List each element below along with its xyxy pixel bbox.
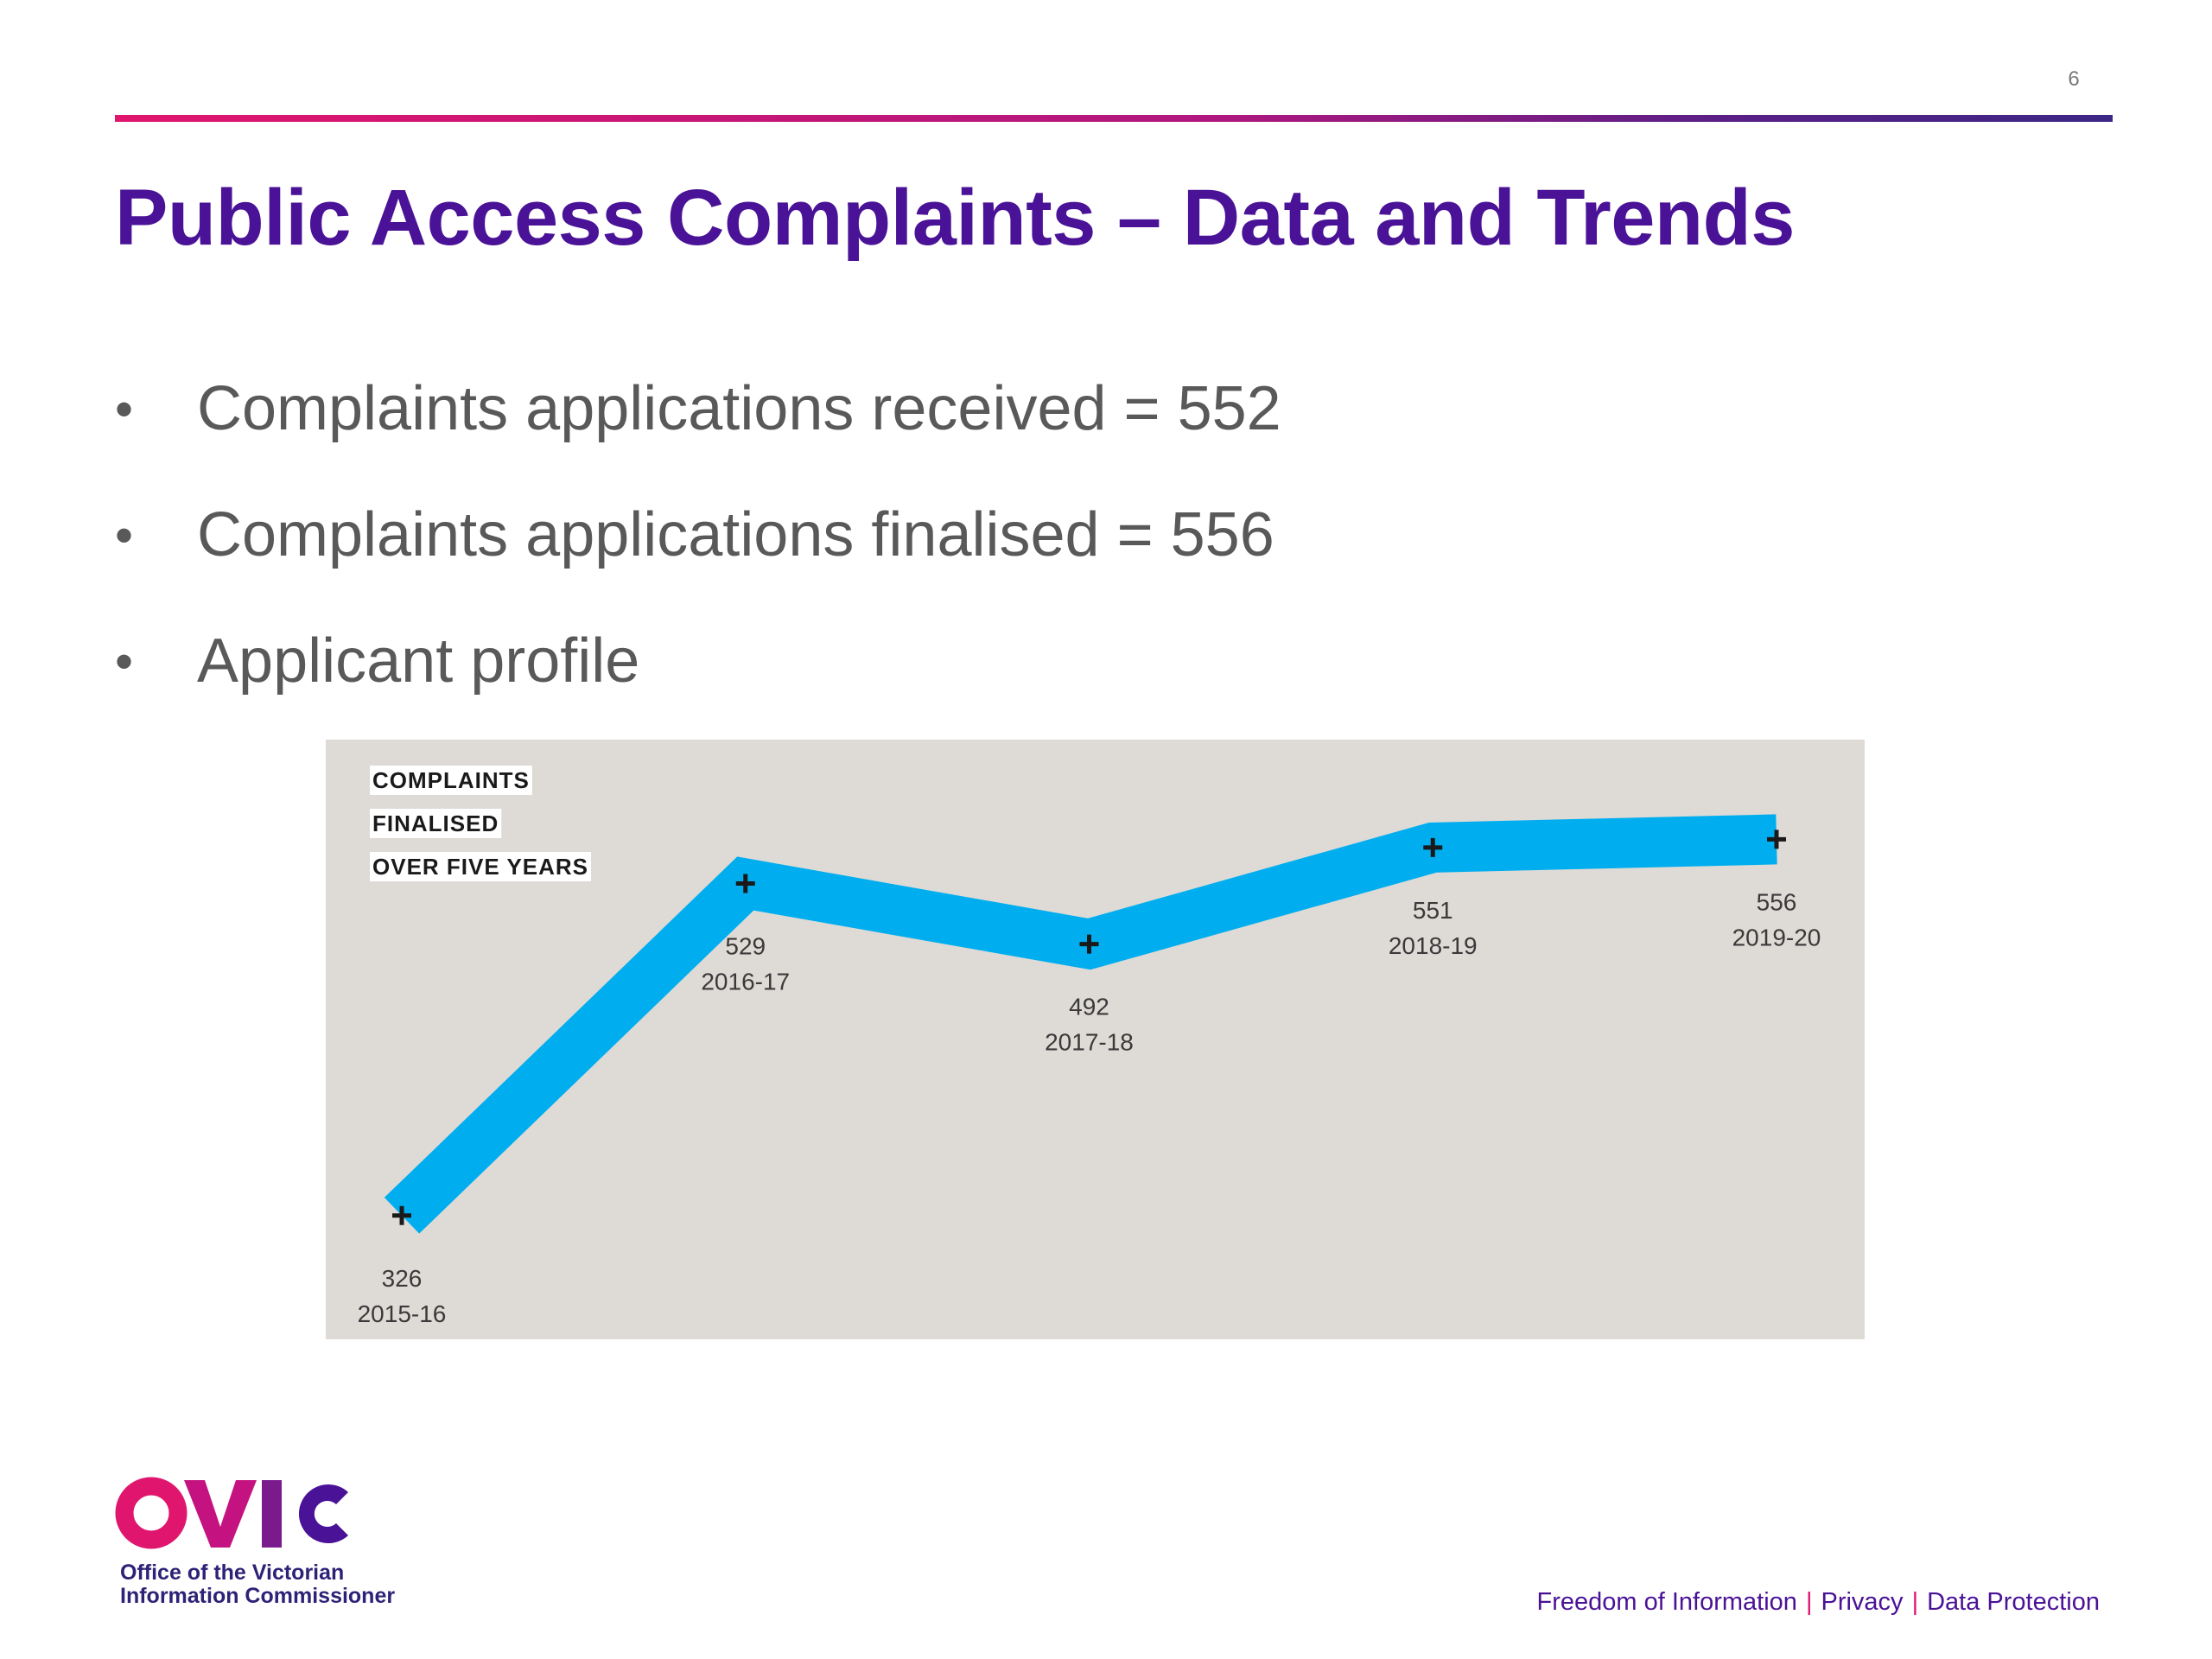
ovic-logo: Office of the Victorian Information Comm… (115, 1473, 426, 1629)
plus-marker-icon (735, 874, 755, 893)
data-label: 326 (382, 1265, 423, 1292)
chart-svg: COMPLAINTS FINALISED OVER FIVE YEARS 326 20… (326, 740, 1865, 1339)
complaints-chart: COMPLAINTS FINALISED OVER FIVE YEARS 326 20… (326, 740, 1865, 1339)
bullet-text-finalised: Complaints applications finalised = 556 (197, 500, 1274, 569)
bullet-text-received: Complaints applications received = 552 (197, 374, 1281, 443)
page-title: Public Access Complaints – Data and Tren… (115, 174, 1795, 262)
chart-title-highlight (370, 809, 502, 838)
header-rule (115, 115, 2113, 122)
data-label: 492 (1069, 994, 1109, 1020)
data-markers (392, 830, 1786, 1225)
data-label: 551 (1413, 897, 1453, 924)
logo-line-2: Information Commissioner (120, 1584, 395, 1608)
footer-separator: | (1805, 1588, 1813, 1616)
chart-title-line: OVER FIVE YEARS (372, 854, 588, 880)
category-label: 2017-18 (1045, 1029, 1134, 1056)
bullet-text-applicant-profile: Applicant profile (197, 626, 640, 696)
chart-title-highlight (370, 852, 592, 881)
plus-marker-icon (1079, 934, 1099, 954)
bullet-list: • Complaints applications received = 552… (115, 346, 1281, 724)
ovic-logo-wordmark (115, 1477, 348, 1549)
bullet-item-received: • Complaints applications received = 552 (115, 346, 1281, 472)
footer-separator: | (1911, 1588, 1919, 1616)
bullet-icon: • (115, 379, 134, 438)
plus-marker-icon (1423, 837, 1443, 857)
category-label: 2018-19 (1389, 932, 1478, 959)
bullet-icon: • (115, 632, 134, 690)
footer-link-foi[interactable]: Freedom of Information (1536, 1588, 1797, 1616)
chart-title-line: FINALISED (372, 810, 499, 836)
logo-line-1: Office of the Victorian (120, 1560, 344, 1585)
category-label: 2016-17 (701, 969, 790, 995)
chart-title: COMPLAINTS FINALISED OVER FIVE YEARS (370, 766, 592, 881)
plus-marker-icon (392, 1205, 411, 1225)
category-label: 2019-20 (1732, 924, 1821, 950)
footer-link-data-protection[interactable]: Data Protection (1927, 1588, 2100, 1616)
chart-title-line: COMPLAINTS (372, 767, 530, 793)
data-label: 556 (1757, 888, 1797, 915)
data-labels: 326 2015-16 529 2016-17 492 2017-18 551 2018-19… (358, 888, 1821, 1326)
footer-link-privacy[interactable]: Privacy (1821, 1588, 1904, 1616)
bullet-icon: • (115, 505, 134, 564)
bullet-item-finalised: • Complaints applications finalised = 55… (115, 472, 1281, 598)
bullet-item-applicant-profile: • Applicant profile (115, 598, 1281, 724)
chart-title-highlight (370, 766, 532, 795)
page-number: 6 (2068, 67, 2080, 91)
footer-links: Freedom of Information | Privacy | Data Prot… (1537, 1588, 2100, 1617)
data-label: 529 (725, 933, 766, 960)
ovic-logo-svg: Office of the Victorian Information Comm… (115, 1477, 395, 1608)
category-label: 2015-16 (358, 1300, 447, 1327)
plus-marker-icon (1767, 830, 1786, 849)
